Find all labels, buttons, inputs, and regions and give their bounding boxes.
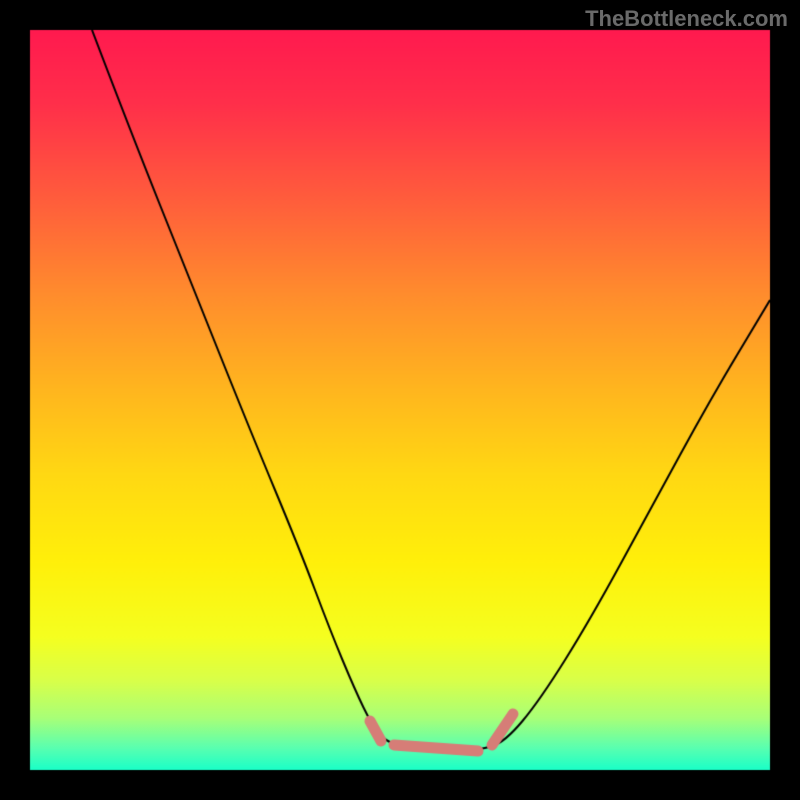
bottleneck-chart-canvas xyxy=(0,0,800,800)
chart-container: TheBottleneck.com xyxy=(0,0,800,800)
